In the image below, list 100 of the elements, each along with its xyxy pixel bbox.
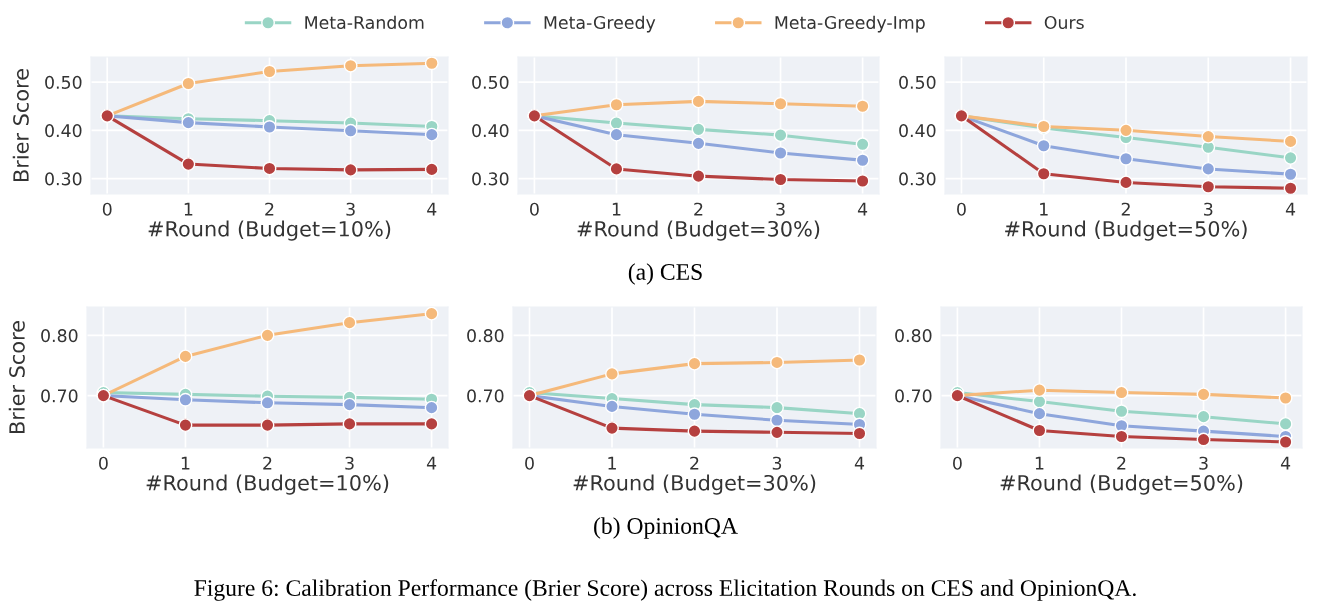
point bbox=[691, 136, 706, 151]
point bbox=[1114, 404, 1129, 419]
point bbox=[343, 162, 358, 177]
point bbox=[424, 127, 439, 142]
caption: Figure 6: Calibration Performance (Brier Score) across Elicitation Rounds on CES and OpinionQA. bbox=[194, 579, 1136, 601]
point bbox=[770, 355, 784, 370]
x-tick-label: 2 bbox=[1121, 202, 1130, 216]
point bbox=[1114, 385, 1129, 400]
y-tick-label: 0.40 bbox=[472, 124, 509, 138]
point bbox=[424, 162, 439, 177]
point bbox=[178, 392, 193, 407]
text: (b) OpinionQA bbox=[594, 517, 738, 539]
point bbox=[770, 413, 784, 428]
point bbox=[1201, 161, 1216, 176]
x-tick-label: 4 bbox=[427, 202, 437, 216]
point bbox=[1032, 423, 1047, 438]
point bbox=[1036, 138, 1051, 153]
point bbox=[855, 99, 870, 114]
point bbox=[773, 96, 788, 111]
y-axis-title: Brier Score bbox=[8, 321, 25, 433]
point bbox=[1036, 166, 1051, 181]
point bbox=[260, 395, 275, 410]
legend-label: Ours bbox=[1044, 15, 1084, 30]
y-tick-label: 0.70 bbox=[895, 389, 932, 403]
point bbox=[1283, 150, 1298, 165]
point bbox=[1283, 167, 1298, 182]
point bbox=[852, 353, 867, 367]
point bbox=[342, 416, 357, 431]
point bbox=[1196, 387, 1211, 402]
y-tick-label: 0.30 bbox=[472, 172, 509, 186]
x-tick-label: 0 bbox=[99, 456, 108, 470]
point bbox=[1196, 432, 1211, 447]
x-tick-label: 4 bbox=[1280, 456, 1291, 470]
point bbox=[424, 400, 439, 415]
point bbox=[181, 115, 196, 130]
x-tick-label: 1 bbox=[184, 202, 193, 216]
x-tick-label: 0 bbox=[102, 202, 112, 216]
point bbox=[1119, 123, 1133, 138]
x-tick-label: 1 bbox=[608, 456, 616, 470]
point bbox=[1196, 409, 1211, 424]
point bbox=[773, 128, 788, 143]
x-axis-title: #Round (Budget=30%) bbox=[577, 220, 820, 241]
point bbox=[605, 421, 619, 436]
point bbox=[1283, 181, 1298, 194]
x-tick-label: 2 bbox=[1117, 456, 1126, 470]
y-axis-title: Brier Score bbox=[12, 69, 29, 181]
point bbox=[1032, 383, 1047, 398]
point bbox=[181, 76, 196, 91]
point bbox=[343, 58, 358, 73]
point bbox=[1201, 129, 1216, 144]
point bbox=[1119, 151, 1133, 166]
y-tick-label: 0.70 bbox=[467, 389, 504, 403]
point bbox=[609, 97, 624, 112]
y-tick-label: 0.50 bbox=[899, 75, 936, 89]
text: (a) CES bbox=[628, 263, 702, 285]
x-tick-label: 3 bbox=[1199, 456, 1208, 470]
legend-label: Meta-Greedy-Imp bbox=[775, 15, 925, 33]
y-tick-label: 0.40 bbox=[899, 124, 936, 138]
point bbox=[773, 172, 788, 187]
y-tick-label: 0.50 bbox=[45, 75, 82, 89]
point bbox=[691, 94, 706, 109]
x-axis-title: #Round (Budget=50%) bbox=[1005, 220, 1247, 241]
point bbox=[260, 328, 275, 343]
y-tick-label: 0.80 bbox=[895, 329, 932, 343]
x-tick-label: 3 bbox=[345, 456, 354, 470]
point bbox=[855, 174, 870, 188]
point bbox=[181, 157, 196, 172]
x-axis-title: #Round (Budget=10%) bbox=[146, 474, 389, 495]
point bbox=[687, 356, 702, 371]
point bbox=[424, 57, 439, 71]
point bbox=[342, 397, 357, 412]
point bbox=[609, 127, 624, 142]
point bbox=[1032, 406, 1047, 421]
point bbox=[691, 122, 706, 137]
y-tick-label: 0.30 bbox=[45, 172, 82, 186]
point bbox=[605, 366, 619, 381]
point bbox=[262, 161, 277, 176]
point bbox=[605, 399, 619, 414]
x-tick-label: 1 bbox=[612, 202, 621, 216]
x-tick-label: 3 bbox=[776, 202, 785, 216]
legend-label: Meta-Random bbox=[305, 15, 424, 30]
x-tick-label: 3 bbox=[772, 456, 782, 470]
x-tick-label: 1 bbox=[1040, 202, 1048, 216]
x-axis-title: #Round (Budget=30%) bbox=[573, 474, 816, 495]
x-tick-label: 1 bbox=[181, 456, 190, 470]
point bbox=[424, 307, 439, 321]
point bbox=[342, 315, 357, 330]
point bbox=[424, 416, 439, 431]
point bbox=[770, 425, 784, 440]
point bbox=[1278, 416, 1293, 431]
point bbox=[178, 418, 193, 433]
y-tick-label: 0.80 bbox=[467, 329, 504, 343]
x-tick-label: 2 bbox=[263, 456, 272, 470]
point bbox=[687, 407, 702, 422]
x-tick-label: 2 bbox=[694, 202, 703, 216]
x-tick-label: 4 bbox=[426, 456, 437, 470]
x-tick-label: 0 bbox=[957, 202, 966, 216]
point bbox=[1283, 134, 1298, 149]
point bbox=[1278, 435, 1293, 448]
x-tick-label: 2 bbox=[690, 456, 699, 470]
